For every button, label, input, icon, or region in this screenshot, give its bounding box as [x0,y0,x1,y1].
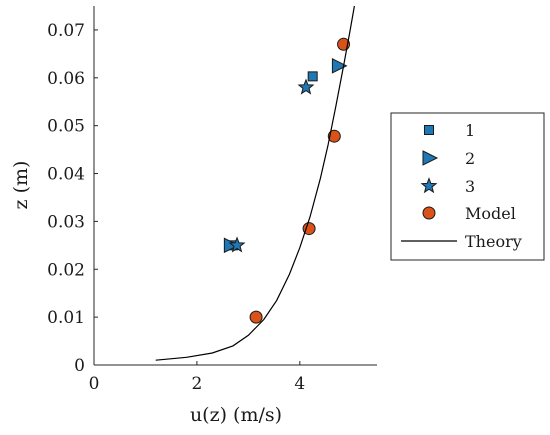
legend-swatch-2 [422,150,439,166]
legend-label: 1 [465,121,475,140]
y-tick-label: 0.03 [47,212,85,232]
data-point-model [302,222,316,236]
data-point-2 [223,237,240,254]
series-layer [155,5,355,361]
legend-label: 3 [465,177,475,196]
y-tick-label: 0.04 [47,165,85,185]
y-tick-label: 0.07 [47,21,85,41]
plot-area [94,6,377,365]
y-tick-label: 0.01 [47,308,85,328]
axes: 0 2 4 0 0.01 0.02 0.03 0.04 0.05 0.06 0.07 [47,6,377,394]
x-tick-label: 2 [191,374,202,394]
data-point-3 [228,236,246,253]
x-tick-label: 4 [294,374,305,394]
x-tick-label: 0 [89,374,100,394]
legend: 1 2 3 Model Theory [390,112,545,261]
legend-swatch-3 [420,177,438,194]
x-axis-label: u(z) (m/s) [190,404,282,426]
data-point-model [327,129,341,143]
data-point-3 [297,78,315,95]
y-tick-label: 0 [74,356,85,376]
legend-swatch-1 [424,125,434,135]
y-tick-label: 0.02 [47,260,85,280]
legend-label: Model [465,204,516,223]
theory-line [155,5,355,361]
legend-label: 2 [465,149,475,168]
legend-label: Theory [465,232,522,251]
y-axis-label: z (m) [10,161,32,210]
plot-background [94,6,377,365]
legend-swatch-model [422,206,436,220]
y-tick-label: 0.06 [47,69,85,89]
legend-box [390,112,545,261]
data-point-1 [307,71,318,82]
y-tick-label: 0.05 [47,117,85,137]
data-point-2 [331,58,348,74]
data-point-model [249,310,263,324]
